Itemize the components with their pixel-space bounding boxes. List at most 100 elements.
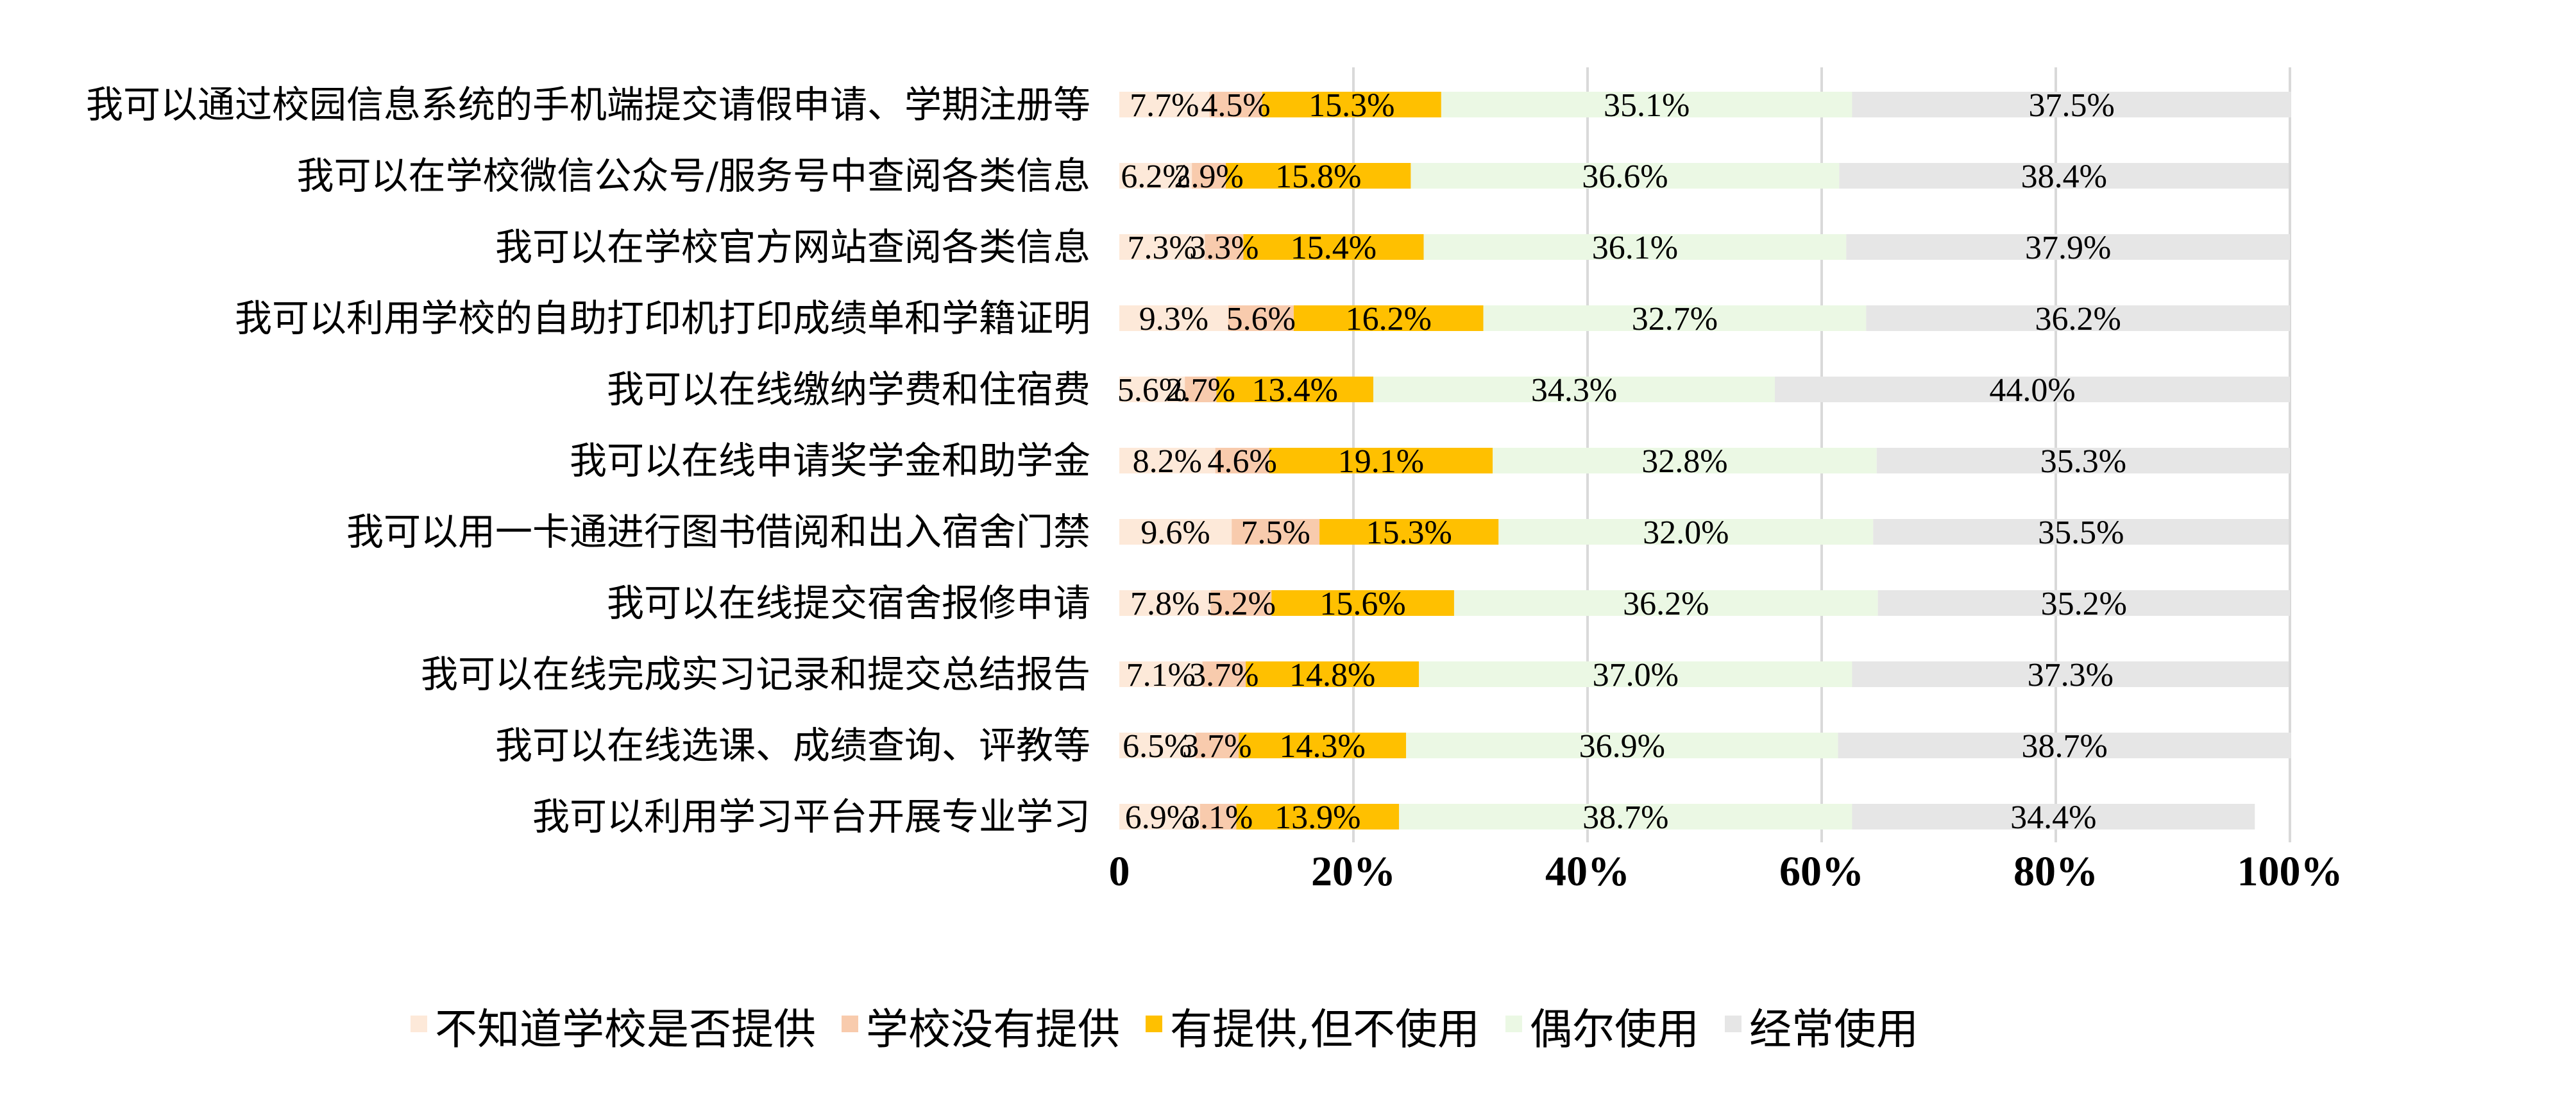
- bar-segment: [1243, 234, 1424, 260]
- category-label: 我可以在线缴纳学费和住宿费: [607, 368, 1090, 411]
- data-label: 6.9%: [1125, 799, 1194, 836]
- bar-segment: [1119, 661, 1203, 687]
- data-label: 35.1%: [1604, 87, 1690, 124]
- bar-segment: [1876, 448, 2290, 473]
- bar-segment: [1839, 163, 2289, 189]
- data-label: 2.7%: [1166, 372, 1235, 409]
- data-label: 19.1%: [1338, 443, 1424, 480]
- data-label: 36.2%: [2035, 301, 2121, 337]
- legend: 不知道学校是否提供 学校没有提供 有提供,但不使用 偶尔使用 经常使用: [411, 1005, 1919, 1054]
- bar-segment: [1493, 448, 1877, 473]
- legend-swatch: [1146, 1016, 1162, 1032]
- data-label: 16.2%: [1346, 301, 1432, 337]
- bar-segment: [1373, 377, 1775, 402]
- bar-segment: [1236, 804, 1400, 830]
- x-tick-label: 0: [1109, 848, 1130, 895]
- value-labels: 7.7% 4.5% 15.3% 35.1% 37.5% 6.2%2.9% 15.8% 36.6…: [1117, 87, 2127, 836]
- data-label: 44.0%: [1989, 372, 2075, 409]
- data-label: 5.6%: [1226, 301, 1296, 337]
- legend-swatch: [1724, 1016, 1741, 1032]
- legend-label: 经常使用: [1749, 1005, 1919, 1054]
- bar-segment: [1441, 92, 1852, 117]
- legend-label: 偶尔使用: [1530, 1005, 1699, 1054]
- category-label: 我可以在学校官方网站查阅各类信息: [495, 225, 1090, 269]
- category-label: 我可以在线选课、成绩查询、评教等: [495, 724, 1090, 767]
- legend-label: 学校没有提供: [866, 1005, 1120, 1054]
- bar-segment: [1262, 92, 1441, 117]
- category-label: 我可以通过校园信息系统的手机端提交请假申请、学期注册等: [86, 83, 1090, 126]
- bar-segment: [1195, 733, 1239, 758]
- data-label: 35.2%: [2041, 586, 2127, 622]
- data-label: 3.7%: [1189, 657, 1258, 693]
- category-label: 我可以在学校微信公众号/服务号中查阅各类信息: [296, 154, 1090, 198]
- bar-segment: [1775, 377, 2290, 402]
- x-axis-tick-labels: 0 20% 40% 60% 80% 100%: [1109, 848, 2343, 895]
- bar-segment: [1877, 590, 2290, 616]
- bar-segment: [1293, 305, 1484, 331]
- x-tick-label: 80%: [2013, 848, 2098, 895]
- data-label: 3.1%: [1183, 799, 1253, 836]
- bar-segment: [1271, 590, 1454, 616]
- data-label: 32.7%: [1632, 301, 1718, 337]
- bar-segment: [1269, 448, 1493, 473]
- data-label: 36.2%: [1623, 586, 1709, 622]
- data-label: 36.1%: [1592, 230, 1678, 266]
- bar-segment: [1119, 519, 1232, 545]
- data-label: 15.3%: [1366, 515, 1452, 551]
- x-tick-label: 40%: [1545, 848, 1630, 895]
- data-label: 2.9%: [1174, 158, 1243, 195]
- data-label: 15.8%: [1275, 158, 1361, 195]
- data-label: 34.4%: [2010, 799, 2096, 836]
- data-label: 4.5%: [1201, 87, 1270, 124]
- category-label: 我可以用一卡通进行图书借阅和出入宿舍门禁: [346, 510, 1090, 554]
- legend-swatch: [842, 1016, 858, 1032]
- bar-segment: [1319, 519, 1499, 545]
- data-label: 32.8%: [1641, 443, 1727, 480]
- bar-segment: [1119, 733, 1196, 758]
- data-label: 9.6%: [1140, 515, 1210, 551]
- bar-segment: [1199, 804, 1237, 830]
- data-label: 13.9%: [1275, 799, 1360, 836]
- legend-swatch: [411, 1016, 427, 1032]
- data-label: 37.0%: [1593, 657, 1679, 693]
- data-label: 5.6%: [1117, 372, 1187, 409]
- data-label: 9.3%: [1139, 301, 1208, 337]
- data-label: 14.8%: [1289, 657, 1375, 693]
- legend-label: 有提供,但不使用: [1170, 1005, 1480, 1054]
- category-label: 我可以在线提交宿舍报修申请: [607, 581, 1090, 625]
- bar-segment: [1119, 448, 1216, 473]
- data-label: 6.2%: [1121, 158, 1190, 195]
- data-label: 38.7%: [1582, 799, 1668, 836]
- bar-segment: [1119, 804, 1200, 830]
- data-label: 15.3%: [1309, 87, 1394, 124]
- bar-segment: [1852, 804, 2255, 830]
- category-label: 我可以在线申请奖学金和助学金: [570, 439, 1090, 482]
- bar-segment: [1209, 92, 1262, 117]
- data-label: 7.5%: [1241, 515, 1310, 551]
- data-label: 38.7%: [2022, 728, 2108, 765]
- data-label: 7.3%: [1127, 230, 1196, 266]
- data-label: 15.4%: [1291, 230, 1377, 266]
- data-label: 6.5%: [1123, 728, 1192, 765]
- bar-segment: [1846, 234, 2290, 260]
- bar-segments: [1119, 92, 2291, 830]
- bar-segment: [1226, 163, 1411, 189]
- data-label: 7.1%: [1126, 657, 1196, 693]
- bar-segment: [1228, 305, 1294, 331]
- bar-segment: [1873, 519, 2289, 545]
- bar-segment: [1498, 519, 1874, 545]
- bar-segment: [1852, 92, 2291, 117]
- data-label: 35.3%: [2040, 443, 2126, 480]
- data-label: 36.9%: [1579, 728, 1665, 765]
- x-tick-label: 60%: [1779, 848, 1864, 895]
- data-label: 37.3%: [2028, 657, 2114, 693]
- bar-segment: [1119, 305, 1228, 331]
- data-label: 32.0%: [1643, 515, 1729, 551]
- bar-segment: [1119, 92, 1210, 117]
- data-label: 13.4%: [1252, 372, 1338, 409]
- category-label: 我可以在线完成实习记录和提交总结报告: [421, 652, 1090, 696]
- category-label: 我可以利用学习平台开展专业学习: [532, 795, 1090, 838]
- data-label: 38.4%: [2021, 158, 2107, 195]
- bar-segment: [1246, 661, 1419, 687]
